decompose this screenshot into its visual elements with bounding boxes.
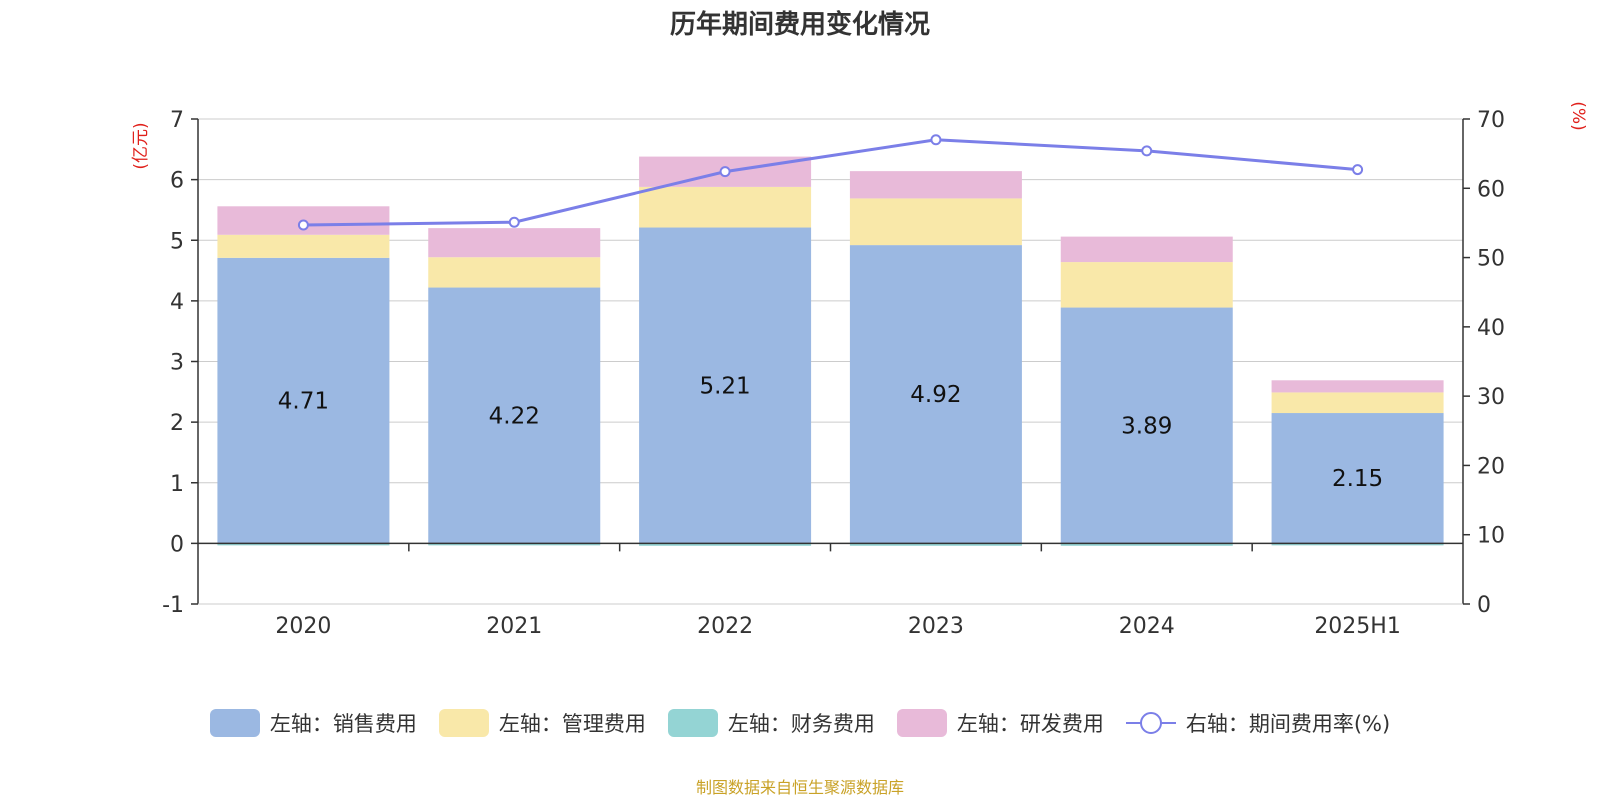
legend-label: 左轴：管理费用 [498, 712, 646, 736]
bar-1-2023 [849, 198, 1022, 246]
legend-item-1[interactable]: 左轴：管理费用 [438, 708, 646, 738]
bar-2-2024 [1060, 543, 1233, 546]
rate-point [297, 219, 309, 231]
x-tick-label: 2024 [1119, 614, 1175, 639]
left-tick-label: 2 [170, 411, 184, 436]
x-tick-label: 2021 [486, 614, 542, 639]
data-source-note: 制图数据来自恒生聚源数据库 [695, 778, 904, 797]
right-tick-label: 70 [1477, 108, 1505, 133]
right-tick-label: 30 [1477, 385, 1505, 410]
right-tick-label: 50 [1477, 247, 1505, 272]
value-labels: 4.71 4.22 5.21 4.92 3.89 2.15 [278, 373, 1383, 492]
legend-swatch [896, 709, 947, 737]
bar-0-2020 [217, 257, 390, 544]
left-tick-label: 3 [170, 351, 184, 376]
x-tick-label: 2023 [908, 614, 964, 639]
bar-1-2025H1 [1271, 392, 1444, 414]
bar-3-2024 [1060, 236, 1233, 263]
rate-point [930, 134, 942, 146]
legend-swatch [438, 709, 489, 737]
bar-0-2024 [1060, 307, 1233, 544]
bar-value-label: 4.22 [489, 403, 540, 429]
bar-0-2023 [849, 245, 1022, 544]
chart-title: 历年期间费用变化情况 [669, 10, 930, 40]
right-tick-label: 40 [1477, 316, 1505, 341]
bar-0-2025H1 [1271, 413, 1444, 544]
legend-item-0[interactable]: 左轴：销售费用 [209, 708, 417, 738]
legend-circle [1139, 712, 1162, 734]
x-tick-label: 2020 [275, 614, 331, 639]
legend-label: 左轴：财务费用 [727, 712, 875, 736]
left-tick-label: 4 [170, 290, 184, 315]
rate-point [719, 166, 731, 178]
left-tick-label: 6 [170, 169, 184, 194]
rate-point [1352, 164, 1364, 176]
left-tick-label: -1 [162, 593, 184, 618]
bar-1-2021 [428, 257, 601, 288]
bar-series [217, 156, 1444, 546]
bar-value-label: 4.71 [278, 389, 329, 415]
legend-label: 右轴：期间费用率(%) [1185, 712, 1391, 736]
legend-swatch [209, 709, 260, 737]
left-tick-label: 7 [170, 108, 184, 133]
bar-3-2025H1 [1271, 380, 1444, 393]
bar-2-2021 [428, 543, 601, 546]
bar-2-2025H1 [1271, 543, 1444, 546]
bar-value-label: 4.92 [910, 382, 961, 408]
x-tick-label: 2022 [697, 614, 753, 639]
right-tick-label: 10 [1477, 524, 1505, 549]
x-tick-label: 2025H1 [1314, 614, 1401, 639]
legend-label: 左轴：销售费用 [269, 712, 417, 736]
bar-value-label: 2.15 [1332, 466, 1383, 492]
legend-item-2[interactable]: 左轴：财务费用 [667, 708, 875, 738]
left-tick-label: 5 [170, 229, 184, 254]
bar-1-2020 [217, 234, 390, 258]
left-axis-unit: (亿元) [131, 122, 151, 169]
legend-line-marker [1125, 712, 1176, 734]
left-tick-label: 0 [170, 532, 184, 557]
bar-3-2021 [428, 228, 601, 258]
bar-value-label: 3.89 [1121, 413, 1172, 439]
right-tick-label: 0 [1477, 593, 1491, 618]
right-tick-label: 60 [1477, 177, 1505, 202]
left-tick-label: 1 [170, 472, 184, 497]
bar-1-2022 [639, 186, 812, 228]
bar-0-2022 [639, 227, 812, 544]
legend-swatch [667, 709, 718, 737]
legend-item-3[interactable]: 左轴：研发费用 [896, 708, 1104, 738]
bar-2-2023 [849, 543, 1022, 546]
bar-2-2020 [217, 543, 390, 546]
right-tick-label: 20 [1477, 454, 1505, 479]
bar-0-2021 [428, 287, 601, 544]
bar-3-2023 [849, 171, 1022, 199]
legend-label: 左轴：研发费用 [956, 712, 1104, 736]
bar-value-label: 5.21 [699, 373, 750, 399]
rate-point [508, 216, 520, 228]
bar-2-2022 [639, 543, 812, 546]
bar-1-2024 [1060, 262, 1233, 308]
rate-line [303, 138, 1358, 227]
right-axis-unit: (%) [1568, 101, 1588, 130]
rate-line-series [297, 134, 1364, 231]
rate-point [1141, 145, 1153, 157]
legend: 左轴：销售费用 左轴：管理费用 左轴：财务费用 左轴：研发费用 右轴：期间费用率(%) [0, 708, 1600, 738]
legend-item-4[interactable]: 右轴：期间费用率(%) [1125, 708, 1391, 738]
